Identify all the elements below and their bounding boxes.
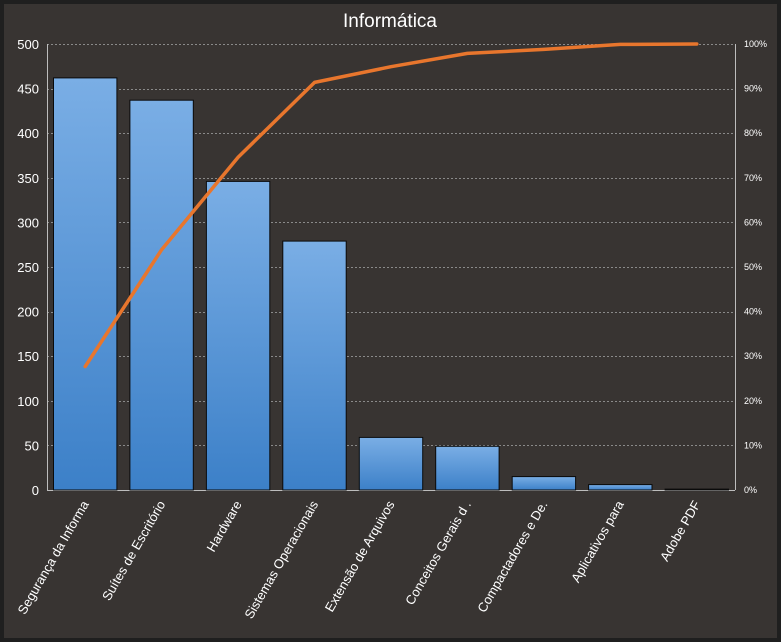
- left-tick-label: 0: [32, 483, 39, 498]
- right-tick-label: 60%: [744, 217, 762, 227]
- right-tick-label: 10%: [744, 440, 762, 450]
- bar-3: [205, 180, 271, 491]
- left-tick-label: 450: [17, 82, 39, 97]
- left-tick-label: 350: [17, 171, 39, 186]
- plot-area: [4, 4, 777, 638]
- left-tick-label: 200: [17, 305, 39, 320]
- bar-4: [282, 240, 347, 491]
- bar-2: [129, 99, 194, 491]
- left-tick-label: 150: [17, 349, 39, 364]
- right-tick-label: 80%: [744, 128, 762, 138]
- chart-title: Informática: [343, 11, 437, 32]
- left-tick-label: 500: [17, 37, 39, 52]
- bar-7: [511, 476, 577, 491]
- right-tick-label: 40%: [744, 307, 762, 317]
- bar-1: [53, 77, 118, 491]
- bar-series: [53, 77, 729, 491]
- bar-6: [435, 445, 500, 491]
- bar-9: [664, 488, 729, 491]
- left-tick-label: 50: [25, 438, 39, 453]
- left-axis-tick-labels: 0 50 100 150 200 250 300 350 400 450 500: [17, 37, 39, 498]
- cumulative-line-series: [83, 42, 699, 369]
- right-tick-label: 20%: [744, 396, 762, 406]
- right-tick-label: 50%: [744, 262, 762, 272]
- left-tick-label: 100: [17, 394, 39, 409]
- left-tick-label: 300: [17, 215, 39, 230]
- bar-8: [588, 484, 653, 491]
- right-tick-label: 70%: [744, 173, 762, 183]
- right-tick-label: 100%: [744, 39, 767, 49]
- left-tick-label: 400: [17, 126, 39, 141]
- cumulative-line: [83, 42, 699, 369]
- right-tick-label: 0%: [744, 485, 757, 495]
- right-axis-tick-labels: 0% 10% 20% 30% 40% 50% 60% 70% 80% 90% 100%: [744, 39, 767, 495]
- left-tick-label: 250: [17, 260, 39, 275]
- right-tick-label: 30%: [744, 351, 762, 361]
- bar-5: [358, 436, 424, 491]
- right-tick-label: 90%: [744, 84, 762, 94]
